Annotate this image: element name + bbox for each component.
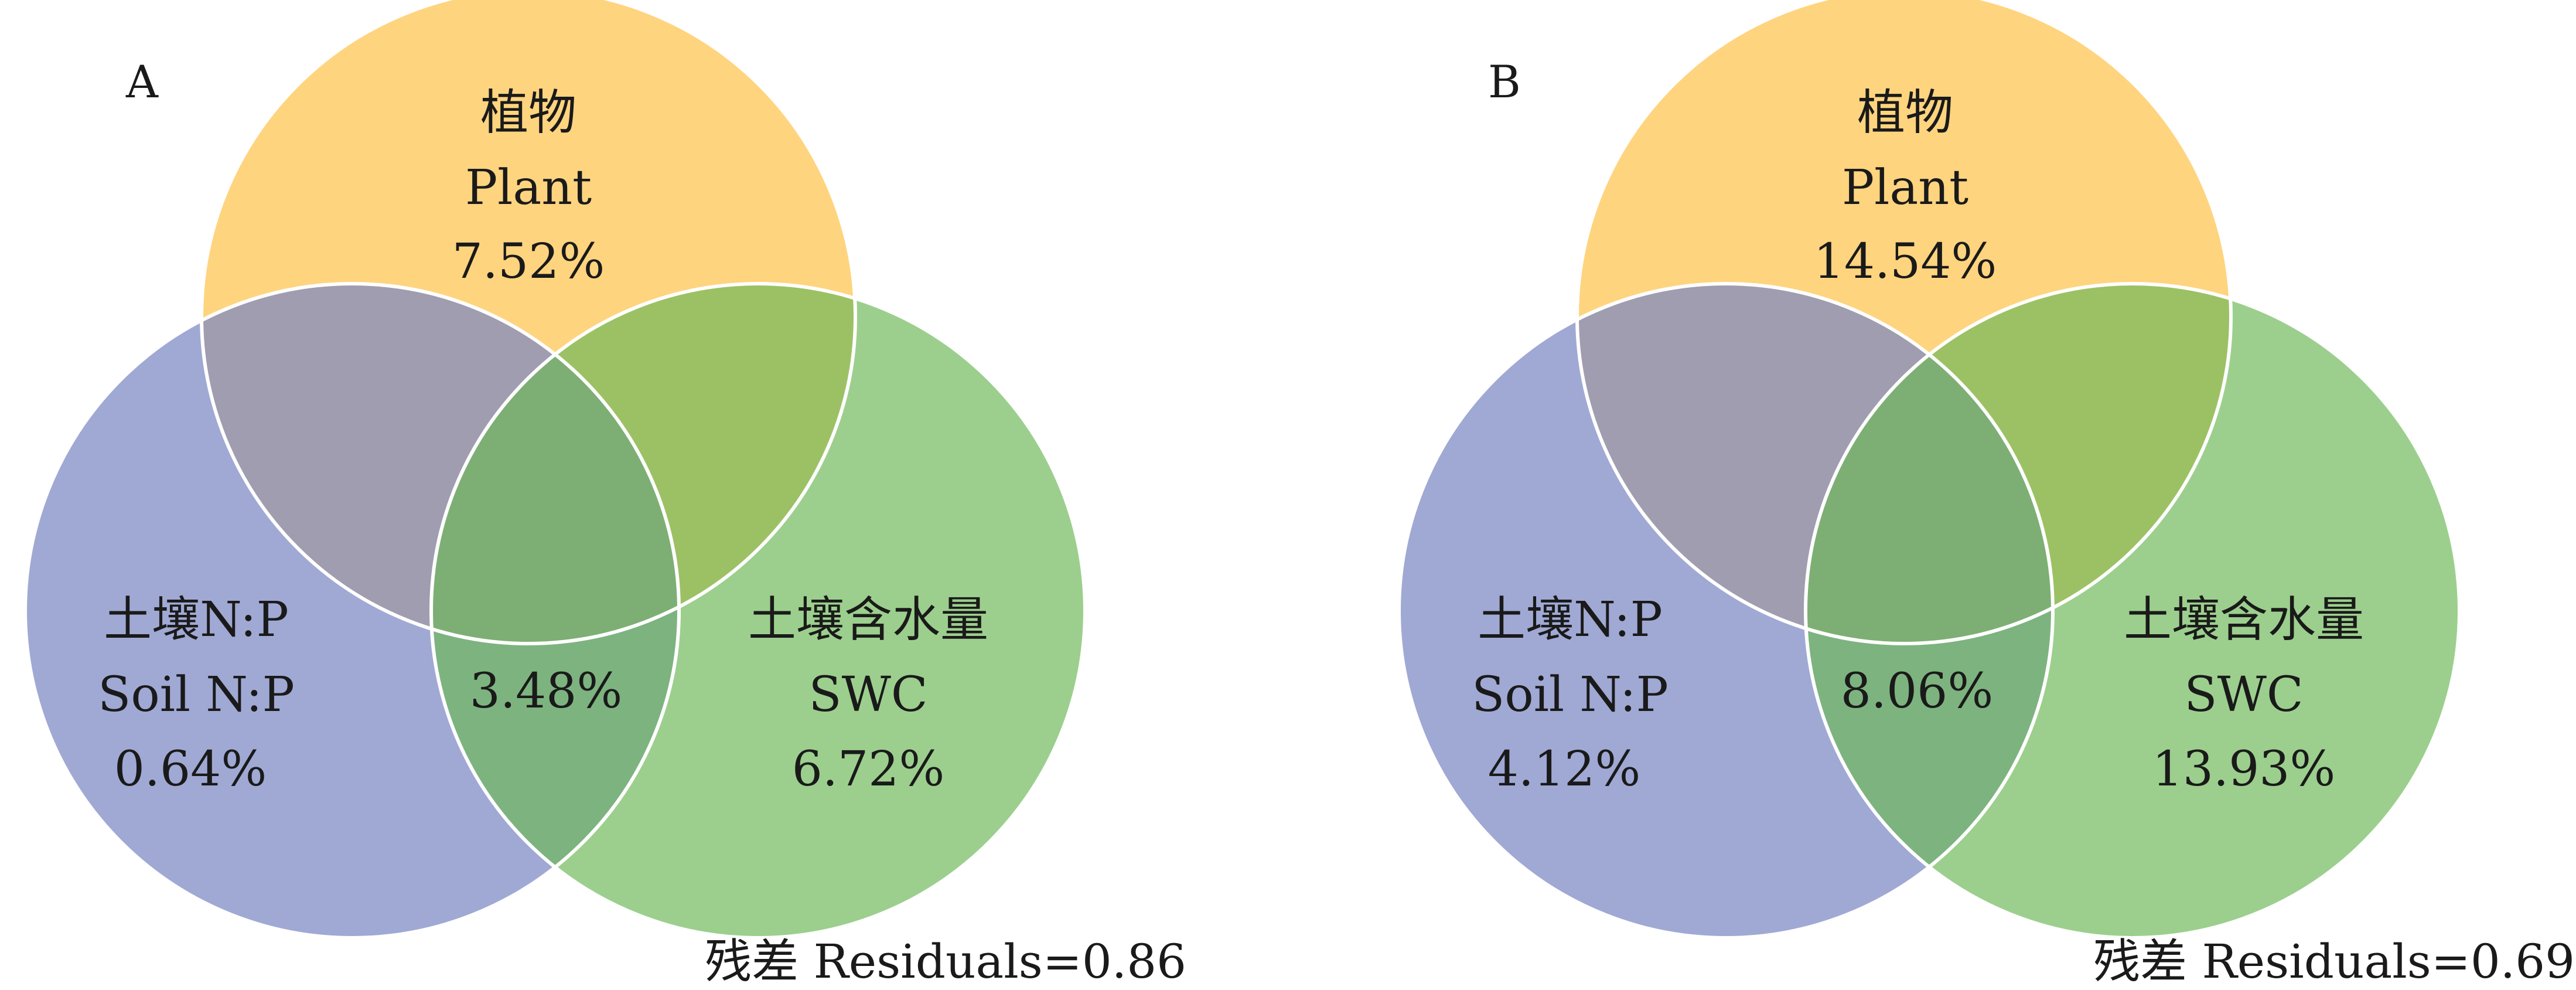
venn-panel-b: B 植物 Plant 14.54% 土壤N:P Soil N:P 4.12% 8… — [1397, 0, 2575, 989]
panel-letter: A — [125, 56, 159, 108]
swc-circle-outline — [1804, 282, 2461, 940]
soil-np-value: 4.12% — [1488, 741, 1641, 797]
plant-circle-outline — [1575, 0, 2233, 645]
soil-np-label-cn: 土壤N:P — [104, 592, 289, 648]
soil-np-label-en: Soil N:P — [1472, 667, 1669, 723]
swc-value: 6.72% — [792, 741, 945, 797]
venn-panel-a: A 植物 Plant 7.52% 土壤N:P Soil N:P 0.64% 3.… — [23, 0, 1186, 989]
plant-value: 7.52% — [452, 234, 605, 290]
plant-value: 14.54% — [1814, 234, 1997, 290]
residuals-label: 残差 Residuals=0.86 — [705, 934, 1186, 987]
swc-label-cn: 土壤含水量 — [2124, 592, 2364, 648]
panel-letter: B — [1488, 56, 1521, 108]
swc-circle — [1806, 284, 2459, 938]
residuals-label: 残差 Residuals=0.69 — [2093, 934, 2575, 987]
shared-value: 3.48% — [470, 664, 623, 719]
swc-label-en: SWC — [808, 667, 927, 723]
soil-np-label-en: Soil N:P — [98, 667, 295, 723]
shared-value: 8.06% — [1841, 664, 1994, 719]
plant-label-en: Plant — [1842, 160, 1968, 216]
swc-value: 13.93% — [2152, 741, 2336, 797]
swc-label-cn: 土壤含水量 — [748, 592, 988, 648]
plant-circle-outline — [200, 0, 857, 645]
plant-label-cn: 植物 — [1857, 85, 1953, 141]
soil-np-label-cn: 土壤N:P — [1478, 592, 1663, 648]
swc-label-en: SWC — [2184, 667, 2303, 723]
soil-np-value: 0.64% — [114, 741, 267, 797]
swc-circle-outline — [429, 282, 1087, 940]
swc-circle — [431, 284, 1085, 938]
soil-np-circle-outline — [23, 282, 681, 940]
soil-np-circle-outline — [1397, 282, 2055, 940]
plant-label-cn: 植物 — [480, 85, 576, 141]
plant-label-en: Plant — [465, 160, 592, 216]
